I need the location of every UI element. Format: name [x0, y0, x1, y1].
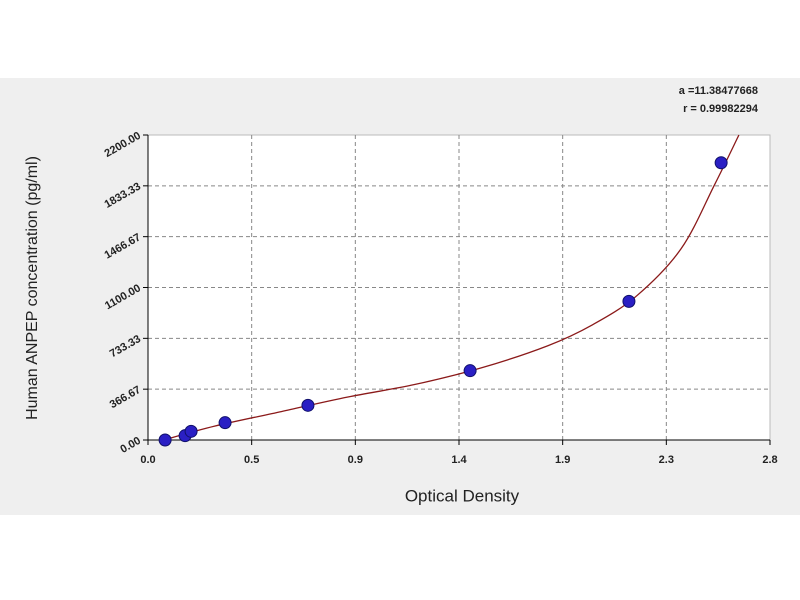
- data-point: [158, 433, 172, 447]
- x-tick-label: 0.0: [140, 454, 155, 466]
- annotation: r = 0.99982294: [683, 103, 759, 115]
- data-point: [301, 398, 315, 412]
- x-tick-label: 2.8: [762, 454, 777, 466]
- x-tick-label: 1.4: [451, 454, 467, 466]
- x-tick-label: 2.3: [659, 454, 674, 466]
- x-tick-label: 1.9: [555, 454, 570, 466]
- fit-curve: [163, 134, 740, 441]
- x-tick-label: 0.9: [348, 454, 363, 466]
- data-point: [714, 156, 728, 170]
- annotation: a =11.38477668: [679, 85, 758, 97]
- data-point: [184, 424, 198, 438]
- x-axis-label: Optical Density: [405, 486, 520, 505]
- data-point: [218, 416, 232, 430]
- data-point: [622, 294, 636, 308]
- y-axis-label: Human ANPEP concentration (pg/ml): [24, 156, 41, 420]
- data-point: [463, 364, 477, 378]
- x-tick-label: 0.5: [244, 454, 259, 466]
